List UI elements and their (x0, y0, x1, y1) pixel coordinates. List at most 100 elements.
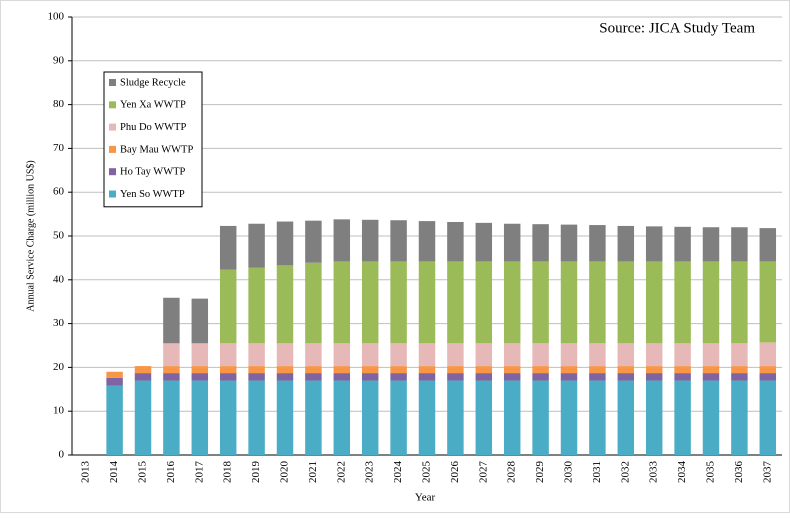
legend-label: Phu Do WWTP (120, 122, 186, 133)
bar-segment (191, 380, 209, 455)
bar-segment (333, 261, 351, 344)
bar-segment (475, 373, 493, 381)
bar-segment (134, 380, 152, 455)
bar-segment (390, 261, 407, 344)
bar-segment (560, 373, 578, 381)
bar-segment (589, 380, 606, 455)
bar-segment (276, 366, 294, 374)
bar-segment (163, 343, 180, 367)
bar-segment (248, 223, 265, 268)
bar-segment (219, 269, 237, 344)
bar-segment (560, 343, 578, 367)
bar-segment (759, 380, 777, 455)
bar-segment (560, 366, 578, 374)
bar-segment (532, 366, 549, 374)
legend-swatch (109, 123, 116, 131)
bar-segment (248, 267, 265, 344)
y-tick-label: 50 (53, 230, 65, 242)
bar-segment (759, 373, 777, 381)
bar-segment (560, 261, 578, 344)
bar-segment (305, 220, 322, 263)
bar-segment (702, 227, 720, 262)
bar-segment (589, 261, 606, 344)
x-tick-label: 2019 (250, 461, 262, 484)
legend: Sludge Recycle Yen Xa WWTP Phu Do WWTP Bay … (103, 71, 203, 208)
x-tick-label: 2037 (761, 461, 773, 484)
bar-segment (248, 380, 265, 455)
bar-segment (731, 380, 748, 455)
bar-segment (305, 262, 322, 344)
bar-segment (447, 373, 464, 381)
bar-segment (731, 373, 748, 381)
legend-label: Sludge Recycle (120, 77, 186, 88)
bar-segment (106, 385, 123, 455)
y-tick-label: 90 (53, 54, 65, 66)
bar-segment (532, 224, 549, 262)
y-tick-label: 0 (59, 449, 65, 461)
y-tick-label: 80 (53, 98, 65, 110)
bar-segment (418, 261, 436, 344)
bar-segment (163, 373, 180, 381)
bar-segment (759, 366, 777, 374)
bar-segment (759, 228, 777, 262)
bar-segment (163, 366, 180, 374)
legend-label: Ho Tay WWTP (120, 167, 186, 178)
bar-segment (532, 343, 549, 367)
bar-segment (219, 225, 237, 270)
x-tick-label: 2027 (477, 461, 489, 484)
x-tick-label: 2029 (534, 461, 546, 484)
bar-segment (731, 343, 748, 367)
x-tick-label: 2033 (648, 461, 660, 484)
bar-segment (759, 261, 777, 343)
x-tick-label: 2028 (506, 461, 518, 484)
bar-segment (276, 380, 294, 455)
bar-segment (475, 380, 493, 455)
bar-segment (418, 373, 436, 381)
bar-segment (532, 261, 549, 344)
bar-segment (361, 219, 379, 262)
x-tick-label: 2016 (165, 461, 177, 484)
bar-segment (447, 366, 464, 374)
bar-segment (645, 366, 663, 374)
bar-segment (589, 343, 606, 367)
y-axis-label: Annual Service Charge (million US$) (25, 160, 36, 311)
bar-segment (361, 343, 379, 367)
bar-segment (674, 366, 691, 374)
bar-segment (305, 366, 322, 374)
bar-segment (447, 221, 464, 262)
bar-segment (617, 366, 635, 374)
bar-segment (134, 366, 152, 374)
bar-segment (674, 261, 691, 344)
bar-segment (645, 380, 663, 455)
legend-box (103, 71, 203, 208)
legend-swatch (109, 190, 116, 198)
bar-segment (503, 366, 521, 374)
bar-segment (447, 261, 464, 344)
bar-segment (333, 343, 351, 367)
bar-segment (418, 380, 436, 455)
bar-segment (163, 297, 180, 344)
bar-segment (731, 261, 748, 344)
bar-segment (219, 366, 237, 374)
legend-swatch (109, 145, 116, 153)
legend-label: Bay Mau WWTP (120, 144, 193, 155)
bar-segment (702, 261, 720, 344)
bar-segment (219, 343, 237, 367)
x-tick-label: 2015 (137, 461, 149, 484)
x-tick-label: 2020 (279, 461, 291, 484)
bar-segment (731, 227, 748, 262)
source-note: Source: JICA Study Team (599, 20, 755, 36)
bar-segment (106, 377, 123, 386)
bar-segment (475, 366, 493, 374)
x-tick-label: 2018 (222, 461, 234, 484)
bar-segment (305, 380, 322, 455)
bar-segment (418, 221, 436, 262)
bar-segment (475, 261, 493, 344)
x-tick-label: 2030 (563, 461, 575, 484)
bar-segment (276, 343, 294, 367)
bar-segment (447, 380, 464, 455)
x-axis-label: Year (415, 492, 436, 504)
bar-segment (560, 380, 578, 455)
bar-segment (305, 343, 322, 367)
